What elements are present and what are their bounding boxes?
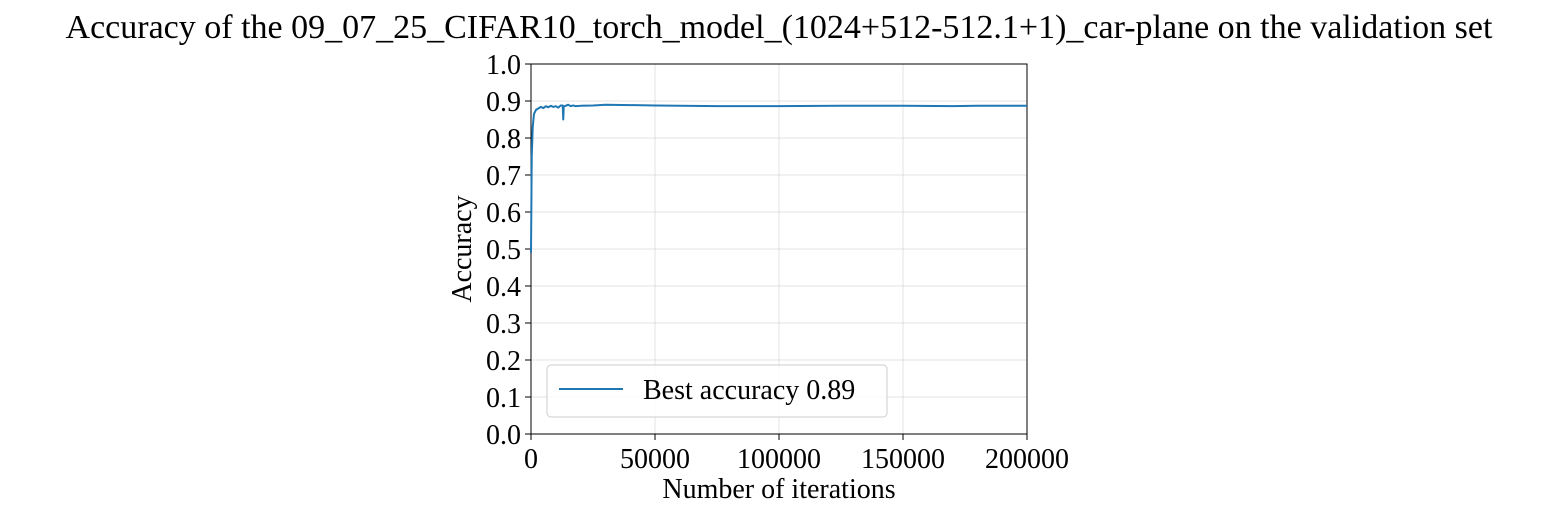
y-tick-label: 0.2 bbox=[486, 346, 521, 377]
series-line-best-accuracy bbox=[530, 103, 1027, 253]
x-tick-label: 0 bbox=[524, 444, 538, 475]
y-tick-label: 0.6 bbox=[486, 198, 521, 229]
legend-label-best-accuracy: Best accuracy 0.89 bbox=[643, 375, 855, 406]
chart-title: Accuracy of the 09_07_25_CIFAR10_torch_m… bbox=[66, 9, 1493, 46]
y-tick-label: 0.5 bbox=[486, 235, 521, 266]
y-axis-label: Accuracy bbox=[447, 195, 478, 302]
legend-box bbox=[546, 364, 888, 418]
y-tick-label: 0.4 bbox=[486, 272, 521, 303]
y-tick-label: 0.3 bbox=[486, 309, 521, 340]
legend: Best accuracy 0.89 bbox=[546, 364, 888, 418]
y-tick-label: 0.0 bbox=[486, 420, 521, 451]
y-tick-label: 0.7 bbox=[486, 161, 521, 192]
y-tick-label: 0.8 bbox=[486, 124, 521, 155]
x-tick-label: 50000 bbox=[620, 444, 690, 475]
axis-ticks: 0 50000 100000 150000 200000 0.0 0.1 0.2 0.3 0.4 0… bbox=[486, 50, 1069, 475]
y-tick-label: 0.9 bbox=[486, 87, 521, 118]
x-axis-label: Number of iterations bbox=[662, 474, 895, 505]
y-tick-label: 1.0 bbox=[486, 50, 521, 81]
x-tick-label: 200000 bbox=[985, 444, 1069, 475]
x-tick-label: 100000 bbox=[737, 444, 821, 475]
y-tick-label: 0.1 bbox=[486, 383, 521, 414]
x-tick-label: 150000 bbox=[861, 444, 945, 475]
